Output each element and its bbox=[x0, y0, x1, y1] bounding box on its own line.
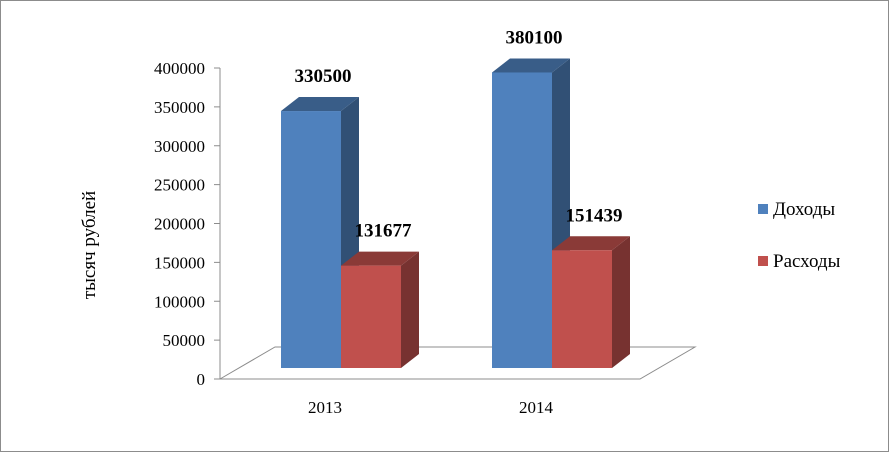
y-tick-label: 150000 bbox=[154, 253, 205, 272]
bar-расходы-2014 bbox=[552, 236, 630, 368]
legend: Доходы Расходы bbox=[758, 199, 841, 272]
bar-front bbox=[552, 250, 612, 368]
bar-доходы-2013 bbox=[281, 97, 359, 368]
y-tick-label: 250000 bbox=[154, 176, 205, 195]
x-axis-labels: 2013 2014 bbox=[308, 398, 554, 417]
bar-top bbox=[341, 251, 419, 266]
bar-front bbox=[341, 265, 401, 368]
y-tick-label: 0 bbox=[197, 370, 206, 389]
x-tick-label: 2014 bbox=[519, 398, 554, 417]
bar-top bbox=[492, 58, 570, 73]
bar-расходы-2013 bbox=[341, 251, 419, 368]
y-axis: 0 50000 100000 150000 200000 250000 300000 3500… bbox=[154, 59, 221, 389]
legend-label: Доходы bbox=[773, 199, 835, 220]
y-tick-label: 50000 bbox=[163, 331, 206, 350]
bar-front bbox=[492, 72, 552, 368]
y-tick-label: 100000 bbox=[154, 292, 205, 311]
y-tick-label: 400000 bbox=[154, 59, 205, 78]
bar-top bbox=[281, 97, 359, 112]
bar-side bbox=[612, 236, 630, 368]
data-label: 330500 bbox=[295, 66, 352, 87]
data-labels: 330500 131677 380100 151439 bbox=[295, 27, 623, 241]
legend-item-1: Расходы bbox=[758, 251, 841, 272]
bar-front bbox=[281, 111, 341, 368]
y-tick-label: 200000 bbox=[154, 215, 205, 234]
x-tick-label: 2013 bbox=[308, 398, 342, 417]
data-label: 380100 bbox=[506, 27, 563, 48]
bar-top bbox=[552, 236, 630, 251]
data-label: 151439 bbox=[566, 205, 623, 226]
y-axis-title: тысяч рублей bbox=[79, 191, 100, 299]
legend-item-0: Доходы bbox=[758, 199, 835, 220]
bar-side bbox=[401, 251, 419, 368]
legend-swatch bbox=[758, 204, 768, 214]
data-label: 131677 bbox=[355, 221, 413, 242]
bars bbox=[281, 58, 630, 368]
y-tick-label: 350000 bbox=[154, 98, 205, 117]
y-tick-label: 300000 bbox=[154, 137, 205, 156]
legend-label: Расходы bbox=[773, 251, 841, 272]
legend-swatch bbox=[758, 256, 768, 266]
